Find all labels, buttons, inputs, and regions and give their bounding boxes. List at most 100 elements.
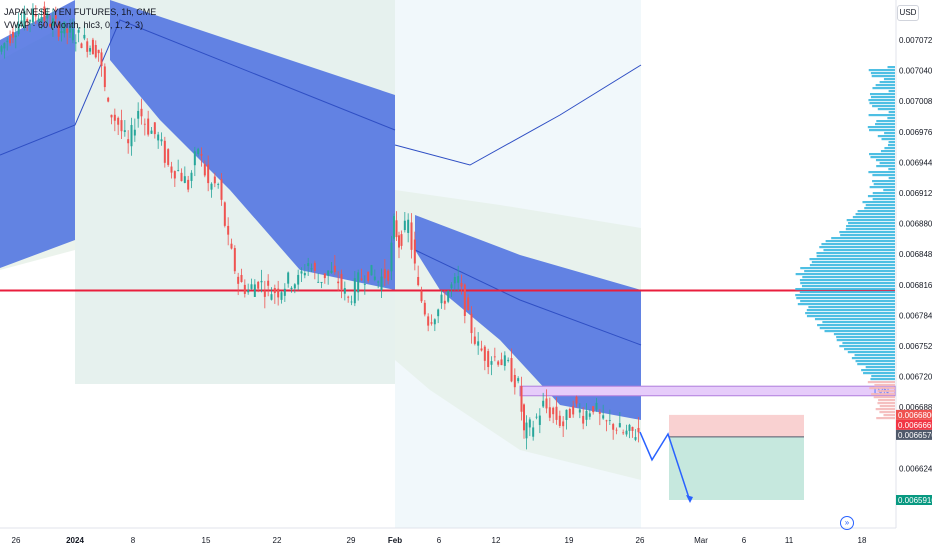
price-tag xyxy=(896,429,932,440)
candle-body xyxy=(548,407,551,418)
candle-body xyxy=(297,274,300,285)
lvn-zone[interactable] xyxy=(519,385,896,397)
time-tick-label: 18 xyxy=(858,536,867,545)
candle-body xyxy=(14,35,17,38)
candle-body xyxy=(270,294,273,300)
candle-body xyxy=(555,406,558,420)
candle-body xyxy=(517,378,520,382)
candle-body xyxy=(615,429,618,431)
profile-bar xyxy=(870,72,895,75)
candle-body xyxy=(347,296,350,298)
candle-body xyxy=(420,291,423,302)
symbol-title[interactable]: JAPANESE YEN FUTURES, 1h, CME xyxy=(4,7,157,17)
profile-bar xyxy=(840,234,895,237)
candle-body xyxy=(86,41,89,52)
candle-body xyxy=(400,234,403,246)
vwap-line-jan xyxy=(0,19,396,156)
candle-body xyxy=(575,396,578,404)
candle-body xyxy=(190,172,193,181)
candle-body xyxy=(257,281,260,289)
candle-body xyxy=(460,282,463,287)
profile-bar xyxy=(883,78,895,81)
candle-body xyxy=(233,248,236,272)
profile-bar xyxy=(796,297,895,300)
candle-body xyxy=(410,222,413,250)
candle-body xyxy=(500,359,503,366)
candle-body xyxy=(634,437,637,440)
candle-body xyxy=(157,134,160,141)
candle-body xyxy=(403,220,406,231)
profile-bar xyxy=(800,282,895,285)
candle-body xyxy=(503,355,506,366)
candle-body xyxy=(542,400,545,407)
candle-body xyxy=(373,276,376,280)
profile-bar xyxy=(879,162,895,165)
profile-bar xyxy=(862,201,895,204)
candle-body xyxy=(565,409,568,420)
profile-bar xyxy=(811,261,895,264)
candle-body xyxy=(443,300,446,304)
profile-bar xyxy=(795,288,895,291)
price-tag-label: 0.0066665 xyxy=(898,421,932,430)
profile-bar xyxy=(870,156,895,159)
profile-bar xyxy=(872,180,895,183)
time-tick-label: 6 xyxy=(742,536,747,545)
profile-bar xyxy=(799,291,895,294)
candle-body xyxy=(558,415,561,426)
profile-bar xyxy=(869,102,895,105)
candle-body xyxy=(618,423,621,428)
candle-body xyxy=(538,415,541,425)
currency-button[interactable]: USD xyxy=(897,5,919,21)
candle-body xyxy=(17,23,20,35)
profile-bar xyxy=(869,387,895,390)
profile-bar xyxy=(872,87,895,90)
time-tick-label: 15 xyxy=(202,536,211,545)
profile-bar xyxy=(871,393,895,396)
time-tick-label: 11 xyxy=(785,536,794,545)
candle-body xyxy=(477,341,480,346)
band-upper-jan xyxy=(110,0,395,290)
take-profit-zone[interactable] xyxy=(669,436,804,500)
indicator-label[interactable]: VWAP · 60 (Month, hlc3, 0, 1, 2, 3) xyxy=(4,20,144,30)
candle-body xyxy=(200,154,203,156)
candle-body xyxy=(11,31,14,38)
profile-bar xyxy=(848,222,895,225)
profile-bar xyxy=(842,342,895,345)
candle-body xyxy=(280,292,283,300)
profile-bar xyxy=(795,294,895,297)
candle-body xyxy=(480,348,483,351)
candle-body xyxy=(357,272,360,293)
candle-body xyxy=(440,294,443,304)
profile-bar xyxy=(871,375,895,378)
profile-bar xyxy=(872,105,895,108)
candle-body xyxy=(97,49,100,54)
candle-body xyxy=(470,313,473,334)
candle-body xyxy=(307,263,310,267)
stop-loss-zone[interactable] xyxy=(669,414,804,437)
candle-body xyxy=(223,202,226,226)
candle-body xyxy=(343,288,346,294)
candle-body xyxy=(240,274,243,283)
candle-body xyxy=(608,420,611,422)
profile-bar xyxy=(887,66,895,69)
candle-body xyxy=(217,184,220,185)
profile-bar xyxy=(869,93,895,96)
profile-bar xyxy=(819,327,895,330)
go-to-realtime-icon[interactable]: » xyxy=(840,516,854,530)
profile-bar xyxy=(854,354,895,357)
candle-body xyxy=(363,283,366,285)
time-axis[interactable]: 26 2024 8 15 22 29 Feb 6 12 19 26 Mar 6 11 18 xyxy=(12,536,867,545)
profile-bar xyxy=(877,390,895,393)
profile-bar xyxy=(888,90,895,93)
profile-bar xyxy=(865,366,895,369)
projection-arrow[interactable] xyxy=(639,431,691,502)
profile-bar xyxy=(868,171,895,174)
candle-body xyxy=(160,139,163,142)
candle-body xyxy=(631,426,634,431)
band-upper-feb xyxy=(415,215,641,420)
